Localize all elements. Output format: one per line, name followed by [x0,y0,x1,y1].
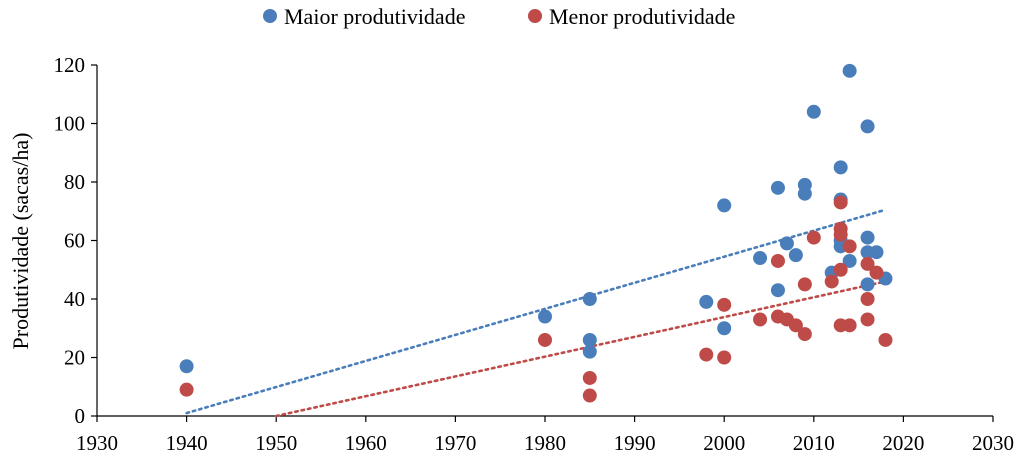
point-series-1 [779,236,794,251]
point-series-1 [582,344,597,359]
x-tick-label: 2020 [882,431,924,455]
legend: Maior produtividade Menor produtividade [263,4,735,29]
x-tick-label: 1980 [524,431,566,455]
point-series-2 [833,195,848,210]
point-series-1 [842,63,857,78]
y-tick-label: 0 [75,404,86,428]
point-series-2 [842,239,857,254]
x-tick-label: 1990 [614,431,656,455]
x-tick-label: 2030 [972,431,1014,455]
y-tick-label: 120 [54,53,86,77]
data-points [179,63,893,403]
point-series-2 [699,347,714,362]
y-axis-title: Produtividade (sacas/ha) [8,133,33,350]
point-series-1 [770,180,785,195]
point-series-2 [806,230,821,245]
point-series-2 [842,318,857,333]
point-series-1 [842,253,857,268]
y-axis-title-group: Produtividade (sacas/ha) [8,133,33,350]
x-tick-label: 1940 [166,431,208,455]
point-series-1 [753,251,768,266]
point-series-2 [788,318,803,333]
x-tick-label: 1930 [76,431,118,455]
point-series-1 [582,292,597,306]
point-series-1 [833,160,848,175]
point-series-2 [717,350,732,365]
point-series-2 [797,327,812,342]
point-series-1 [538,309,552,324]
x-tick-label: 2000 [703,431,745,455]
point-series-1 [699,294,714,309]
point-series-2 [833,262,848,277]
point-series-1 [806,104,821,119]
point-series-2 [860,256,875,271]
legend-marker-series-1 [263,9,277,23]
legend-marker-series-2 [528,9,542,23]
point-series-1 [860,230,875,245]
point-series-2 [179,382,194,397]
point-series-1 [860,277,875,292]
point-series-2 [869,265,884,280]
point-series-1 [788,248,803,263]
y-tick-label: 40 [64,287,85,311]
trendline-series-1 [185,208,887,415]
x-tick-label: 2010 [793,431,835,455]
point-series-1 [179,359,194,374]
point-series-2 [878,332,893,347]
point-series-2 [824,274,839,289]
y-tick-label: 100 [54,112,86,136]
point-series-2 [717,297,732,312]
point-series-2 [860,312,875,327]
point-series-1 [717,198,732,213]
point-series-2 [582,388,597,403]
point-series-2 [538,332,552,347]
point-series-2 [833,227,848,242]
point-series-2 [797,277,812,292]
x-tick-label: 1960 [345,431,387,455]
trendlines [185,208,887,418]
point-series-1 [770,283,785,298]
point-series-1 [582,332,597,347]
legend-label-series-2: Menor produtividade [549,4,735,29]
y-tick-label: 20 [64,346,85,370]
point-series-1 [860,119,875,134]
x-tick-label: 1950 [255,431,297,455]
point-series-2 [860,292,875,306]
point-series-1 [717,321,732,336]
point-series-2 [582,370,597,385]
legend-label-series-1: Maior produtividade [284,4,465,29]
point-series-2 [770,253,785,268]
point-series-1 [869,245,884,260]
y-tick-label: 60 [64,229,85,253]
y-tick-label: 80 [64,170,85,194]
trendline-series-2 [274,280,887,418]
x-tick-label: 1970 [434,431,476,455]
axes: 1930 1940 1950 1960 1970 1980 1990 2000 2010 2020… [54,53,1015,455]
point-series-2 [753,312,768,327]
point-series-1 [797,186,812,201]
